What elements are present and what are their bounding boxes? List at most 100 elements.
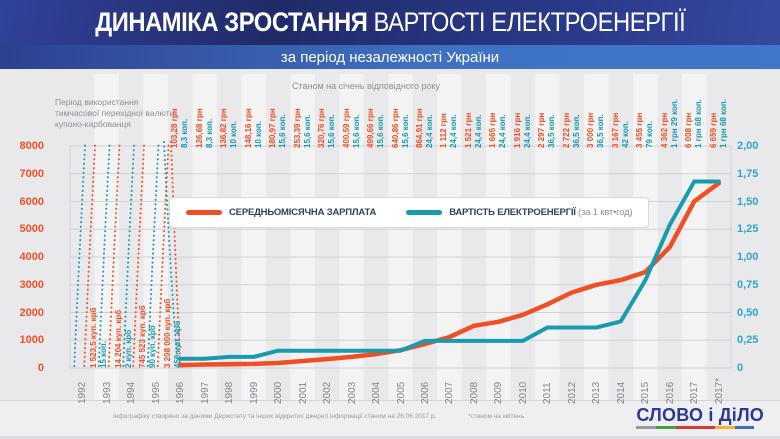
x-axis-tick: 2003 [346,381,358,404]
bottom-edge-strip [0,436,780,439]
point-value-label: 640,86 грн 15,6 коп. [391,108,411,148]
x-axis-tick: 1998 [224,381,236,404]
point-value-label: 320,76 грн 15,6 коп. [317,108,337,148]
column-stripe [437,74,462,400]
electricity-return-dotted [163,141,179,360]
column-stripe [535,74,560,400]
electricity-value: 1 грн 68 коп. [718,99,728,148]
logo-stripe-segment [695,426,716,429]
point-value-label: 1 665 грн 24,4 коп. [488,113,508,148]
x-axis-tick: 2005 [395,381,407,404]
salary-value: 3 455 грн [635,112,645,148]
salary-value: 136,82 грн [219,108,229,148]
electricity-value: 15,6 коп. [302,114,312,148]
logo-stripe-segment [656,426,676,429]
x-axis-tick: 2015 [640,381,652,404]
electricity-value: 36,5 коп. [596,114,606,148]
point-value-label: 1 112 грн 24,4 коп. [439,113,459,148]
left-axis-tick: 7000 [19,167,44,180]
left-axis-tick: 4000 [19,251,44,263]
salary-return-dotted [170,141,182,367]
logo-stripe-segment [675,426,696,429]
x-axis-tick: 2008 [468,381,480,404]
electricity-value: 1 грн 68 коп. [694,99,704,148]
kupon-era-label: 745 523 куп. крб 90 куп. крб [138,305,158,368]
x-axis-tick: 1999 [248,381,260,404]
electricity-line [178,179,721,361]
salary-offscale-dotted [132,141,146,367]
kupon-electricity-value: 90 куп. крб [148,325,158,368]
legend-electricity-text: ВАРТІСТЬ ЕЛЕКТРОЕНЕРГІЇ [449,207,576,218]
point-value-label: 6 659 грн 1 грн 68 коп. [709,99,729,148]
salary-value: 103,28 грн [170,108,180,148]
electricity-value: 24,4 коп. [449,114,459,148]
salary-value: 400,59 грн [341,108,351,148]
point-value-label: 2 297 грн 36,5 коп. [537,113,557,148]
legend: СЕРЕДНЬОМІСЯЧНА ЗАРПЛАТА ВАРТІСТЬ ЕЛЕКТР… [169,197,650,228]
point-value-label: 253,39 грн 15,6 коп. [293,108,313,148]
salary-value: 4 362 грн [659,112,669,148]
kupon-electricity-value: 450 куп. крб [172,320,182,368]
salary-value: 499,66 грн [366,108,376,148]
electricity-value: 36,5 коп. [547,114,557,148]
salary-value: 3 000 грн [586,112,596,148]
logo-stripe-segment [734,426,755,429]
electricity-value: 79 коп. [645,121,655,148]
x-axis-tick: 2001 [297,381,309,404]
kupon-electricity-value: 2 куп. крб [123,329,133,368]
legend-salary-label: СЕРЕДНЬОМІСЯЧНА ЗАРПЛАТА [229,207,377,218]
x-axis-tick: 2002 [322,381,334,404]
column-stripe [339,74,364,400]
electricity-value: 15,6 коп. [376,114,386,148]
electricity-offscale-dotted [122,141,136,367]
x-axis-tick: 1992 [77,381,89,404]
salary-swatch [186,210,223,215]
kupon-era-label: 1 523,5 куп. крб 15 коп. [89,308,109,368]
legend-electricity-label: ВАРТІСТЬ ЕЛЕКТРОЕНЕРГІЇ (за 1 квт•год) [449,207,632,218]
electricity-offscale-dotted [73,141,87,367]
electricity-value: 15,6 коп. [400,114,410,148]
page-title: ДИНАМІКА ЗРОСТАННЯ ВАРТОСТІ ЕЛЕКТРОЕНЕРГ… [95,7,686,38]
left-axis-tick: 8000 [19,140,44,152]
point-value-label: 1 916 грн 24,4 коп. [513,113,533,148]
electricity-value: 36,5 коп. [571,114,581,148]
footer-divider [0,400,780,401]
point-value-label: 1 521 грн 24,4 коп. [464,113,484,148]
subtitle-band: за період незалежності України [0,45,780,69]
right-axis-tick: 1,00 [737,251,759,263]
salary-value: 320,76 грн [317,108,327,148]
salary-value: 2 297 грн [537,112,547,148]
x-axis-tick: 1996 [175,381,187,404]
salary-offscale-dotted [107,141,121,367]
electricity-offscale-dotted [97,141,111,367]
logo-text: СЛОВО і ДіЛО [636,405,764,425]
electricity-value: 15,6 коп. [327,114,337,148]
point-value-label: 103,28 грн 8,3 коп. [170,108,190,148]
transition-currency-note: Період використання тимчасової перехідно… [55,97,175,129]
electricity-offscale-dotted [146,141,160,367]
left-axis-tick: 3000 [19,278,44,291]
right-axis-tick: 1,75 [737,167,759,180]
x-axis-tick: 2016 [664,381,676,404]
x-axis-tick: 2004 [371,381,383,404]
right-axis-tick: 2,00 [737,140,759,152]
page-subtitle: за період незалежності України [280,48,500,66]
salary-value: 3 167 грн [610,112,620,148]
left-axis-tick: 5000 [19,223,44,236]
logo-stripe-segment [636,426,657,429]
x-axis-tick: 1993 [101,381,113,404]
electricity-value: 15,6 коп. [351,114,361,148]
point-value-label: 4 362 грн 1 грн 29 коп. [660,99,680,148]
salary-value: 180,97 грн [268,108,278,148]
kupon-salary-value: 745 523 куп. крб [138,305,148,368]
x-axis-tick: 2011 [542,382,554,404]
kupon-salary-value: 14 204 куп. крб [113,309,123,368]
point-value-label: 180,97 грн 15,6 коп. [268,108,288,148]
x-axis-tick: 2000 [273,381,285,404]
header-band: ДИНАМІКА ЗРОСТАННЯ ВАРТОСТІ ЕЛЕКТРОЕНЕРГ… [0,0,780,45]
kupon-electricity-value: 15 коп. [99,341,109,368]
right-axis-tick: 0,50 [737,306,759,319]
electricity-value: 24,4 коп. [498,114,508,148]
salary-value: 6 008 грн [684,112,694,148]
